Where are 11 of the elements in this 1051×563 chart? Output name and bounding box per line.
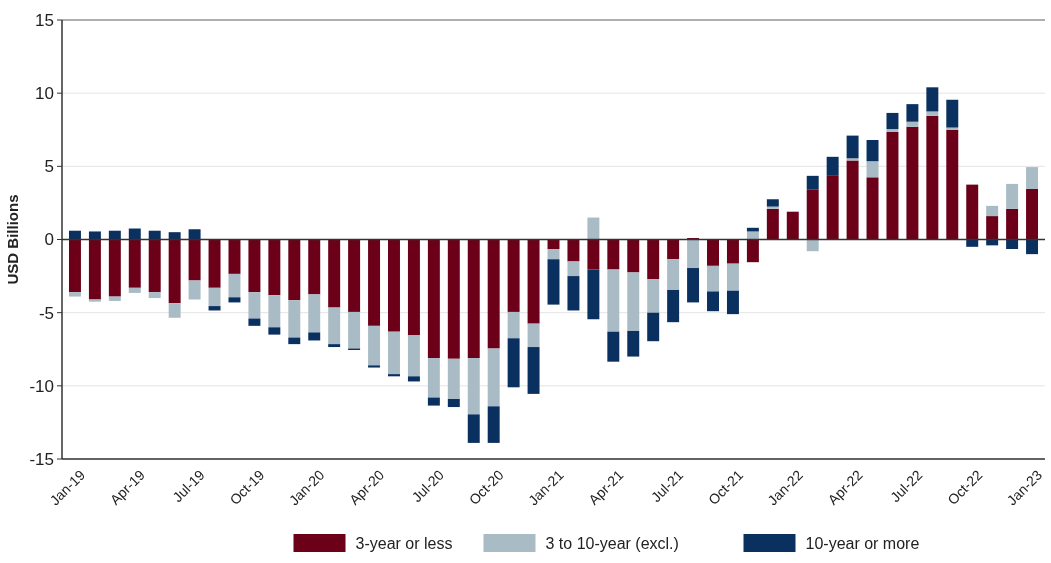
y-tick-label: 15 — [35, 10, 54, 30]
legend-label: 3 to 10-year (excl.) — [545, 534, 679, 552]
y-tick-label: -10 — [29, 376, 54, 396]
y-tick-label: 10 — [35, 84, 54, 104]
y-axis-title: USD Billions — [4, 194, 21, 285]
y-tick-label: -5 — [38, 303, 54, 323]
y-tick-label: 5 — [44, 157, 54, 177]
legend-label: 10-year or more — [805, 534, 920, 552]
y-tick-label: 0 — [44, 230, 54, 250]
y-tick-label: -15 — [29, 449, 54, 469]
legend-label: 3-year or less — [355, 534, 453, 552]
